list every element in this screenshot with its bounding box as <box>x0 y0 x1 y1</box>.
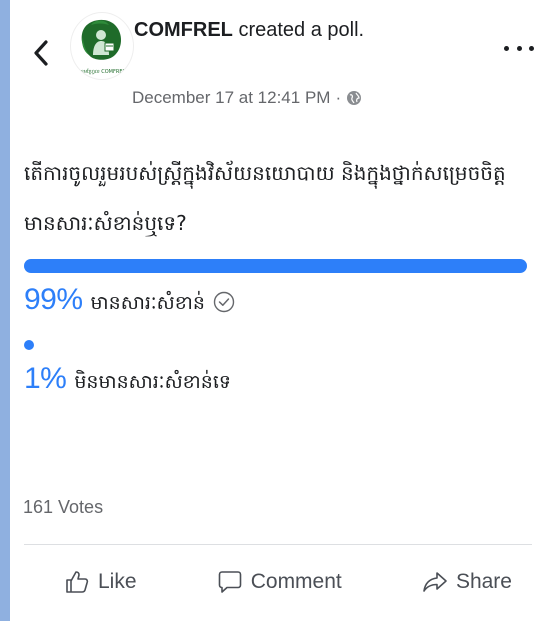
poll-question: តើការចូលរួមរបស់ស្ត្រីក្នុងវិស័យនយោបាយ និ… <box>24 161 506 235</box>
poll-option-2-bar-fill <box>24 340 34 350</box>
poll-option-2[interactable]: 1% មិនមានសារៈសំខាន់ទេ <box>24 362 231 398</box>
post-card: ខុមហ្វ្រែល COMFREL COMFREL created a pol… <box>10 0 540 621</box>
action-bar: Like Comment Share <box>24 556 532 608</box>
post-meta: December 17 at 12:41 PM · <box>132 88 362 108</box>
share-button[interactable]: Share <box>422 569 512 595</box>
share-label: Share <box>455 570 512 593</box>
poll-option-1-label: មានសារៈសំខាន់ <box>90 292 205 314</box>
avatar-caption: ខុមហ្វ្រែល COMFREL <box>81 68 126 75</box>
more-dot-icon <box>516 45 522 51</box>
post-timestamp[interactable]: December 17 at 12:41 PM <box>132 88 331 107</box>
poll-option-1[interactable]: 99% មានសារៈសំខាន់ <box>24 283 235 319</box>
poll-option-2-label: មិនមានសារៈសំខាន់ទេ <box>74 371 231 393</box>
more-dot-icon <box>504 45 509 51</box>
more-options-button[interactable] <box>504 38 534 58</box>
post-action-text: created a poll. <box>232 19 365 41</box>
poll-option-1-bar <box>24 259 532 273</box>
comfrel-logo: ខុមហ្វ្រែល COMFREL <box>81 19 126 75</box>
like-label: Like <box>98 570 137 593</box>
like-button[interactable]: Like <box>64 569 137 595</box>
back-button[interactable] <box>28 38 54 68</box>
poll-option-2-percent: 1% <box>24 362 67 395</box>
thumbs-up-icon <box>66 571 89 593</box>
comment-button[interactable]: Comment <box>217 569 342 595</box>
comment-label: Comment <box>250 570 342 593</box>
avatar[interactable]: ខុមហ្វ្រែល COMFREL <box>70 12 134 80</box>
more-dot-icon <box>529 45 534 51</box>
check-circle-icon <box>213 291 235 313</box>
meta-separator: · <box>335 88 342 107</box>
author-name[interactable]: COMFREL <box>134 19 233 41</box>
poll-option-1-percent: 99% <box>24 283 83 316</box>
divider <box>24 544 532 545</box>
share-icon <box>423 572 447 592</box>
post-header-title: COMFREL created a poll. <box>134 19 364 42</box>
globe-icon[interactable] <box>346 90 362 106</box>
poll-option-1-bar-fill <box>24 259 527 273</box>
vote-count[interactable]: 161 Votes <box>23 497 104 517</box>
chevron-left-icon <box>34 40 48 66</box>
comment-icon <box>218 571 242 593</box>
